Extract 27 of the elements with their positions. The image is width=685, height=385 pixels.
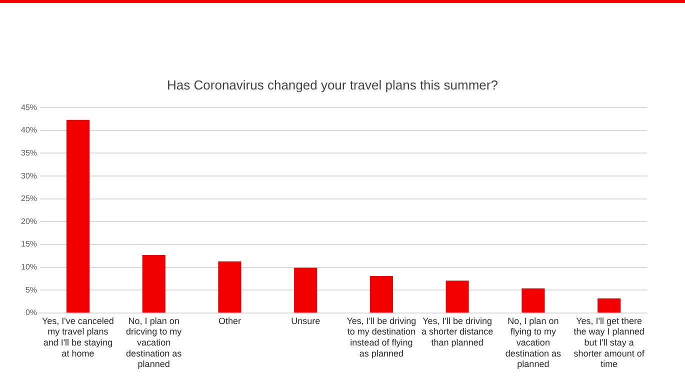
bar — [598, 298, 621, 312]
y-tick-label: 25% — [20, 194, 38, 204]
y-tick-label: 15% — [20, 240, 38, 249]
chart-title: Has Coronavirus changed your travel plans this summer? — [167, 77, 498, 92]
bar — [142, 255, 166, 312]
y-tick-label: 0% — [25, 308, 38, 318]
y-tick-label: 40% — [20, 126, 38, 135]
bar — [294, 268, 318, 312]
bar — [522, 288, 545, 312]
x-tick-label: No, I plan on flying to my vacation destination as planned — [505, 316, 562, 370]
bar — [370, 276, 393, 312]
x-tick-label: Unsure — [291, 316, 320, 326]
x-tick-label: Yes, I'll get there the way I planned but I'll stay a shorter amount of time — [574, 316, 645, 370]
bar — [66, 120, 90, 312]
y-tick-label: 45% — [20, 102, 38, 112]
x-tick-label: Other — [218, 316, 241, 326]
bar — [446, 280, 469, 312]
y-tick-label: 35% — [20, 148, 38, 158]
bar — [218, 261, 242, 312]
y-tick-label: 30% — [20, 171, 38, 180]
x-tick-label: Yes, I'll be driving to my destination instead of flying as planned — [346, 316, 416, 358]
y-tick-label: 10% — [20, 262, 38, 272]
y-tick-label: 20% — [20, 216, 38, 226]
x-tick-label: Yes, I'll be driving a shorter distance than planned — [422, 316, 494, 348]
x-tick-label: No, I plan on dricving to my vacation destination as planned — [126, 316, 182, 370]
x-tick-label: Yes, I've canceled my travel plans and I'll be staying at home — [42, 316, 114, 358]
y-tick-label: 5% — [25, 285, 38, 294]
